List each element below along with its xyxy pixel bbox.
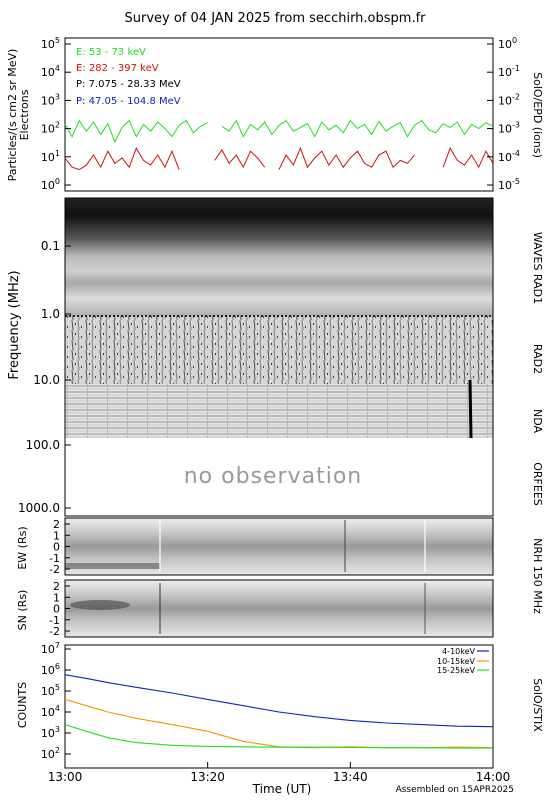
- legend-e-282: E: 282 - 397 keV: [76, 63, 159, 74]
- time-tick-label: 14:00: [476, 770, 511, 784]
- nda-spectrum: [65, 384, 493, 438]
- particles-series: [64, 119, 494, 171]
- time-axis-label: Time (UT): [252, 782, 312, 796]
- stix-legend-15-25: 15-25keV: [437, 666, 476, 675]
- radio-ytick-label: 10.0: [33, 373, 60, 387]
- nrh-ew-panel: 210-1-2 EW (Rs) NRH 150 MHz: [16, 517, 544, 614]
- nda-burst: [468, 379, 473, 439]
- nrh-sn-image: [65, 580, 493, 637]
- instrument-nda: NDA: [531, 409, 544, 434]
- stix-panel: 102 103 104 105 106 107 COUNTS SolO/STIX 4-10…: [16, 641, 544, 769]
- stix-legend-4-10: 4-10keV: [442, 647, 475, 656]
- figure-title: Survey of 04 JAN 2025 from secchirh.obsp…: [125, 11, 427, 26]
- legend-p-7: P: 7.075 - 28.33 MeV: [76, 79, 181, 90]
- particles-series-line-1: [64, 146, 494, 171]
- stix-ytick-label: 104: [41, 704, 60, 719]
- nrh-ytick-label: 0: [53, 603, 60, 616]
- radio-ytick-label: 1.0: [41, 307, 60, 321]
- time-tick-label: 13:00: [48, 770, 83, 784]
- particles-rtick-label: 10-2: [498, 92, 520, 107]
- instrument-rad2: RAD2: [531, 344, 544, 374]
- instrument-orfees: ORFEES: [531, 462, 544, 506]
- radio-y-label: Frequency (MHz): [7, 270, 22, 379]
- particles-rtick-label: 10-5: [498, 177, 520, 192]
- stix-series: [64, 674, 494, 749]
- nrh-ew-y-ticks: 210-1-2: [49, 518, 70, 576]
- nrh-ytick-label: 1: [53, 529, 60, 542]
- particles-rtick-label: 10-3: [498, 121, 520, 136]
- stix-ytick-label: 103: [41, 725, 60, 740]
- nrh-ytick-label: -1: [49, 552, 60, 565]
- nrh-ytick-label: 0: [53, 541, 60, 554]
- legend-e-53: E: 53 - 73 keV: [76, 47, 146, 58]
- stix-series-line-2: [64, 724, 493, 749]
- nrh-ew-dark-band: [65, 563, 160, 569]
- legend-p-47: P: 47.05 - 104.8 MeV: [76, 96, 181, 107]
- epd-label: SolO/EPD (ions): [531, 72, 544, 158]
- nrh-sn-y-label: SN (Rs): [16, 590, 29, 631]
- radio-ytick-label: 0.1: [41, 239, 60, 253]
- nrh-sn-y-ticks: 210-1-2: [49, 580, 70, 638]
- stix-ytick-label: 102: [41, 746, 60, 761]
- particles-y-ticks: 100 101 102 103 104 105: [41, 36, 71, 192]
- stix-y-ticks: 102 103 104 105 106 107: [41, 641, 71, 761]
- radio-ytick-label: 1000.0: [18, 501, 60, 515]
- time-tick-label: 13:20: [190, 770, 225, 784]
- particles-ytick-label: 102: [41, 121, 60, 136]
- instrument-waves-rad1: WAVES RAD1: [531, 232, 544, 304]
- assembled-note: Assembled on 15APR2025: [396, 785, 514, 795]
- nrh-ytick-label: -2: [49, 563, 60, 576]
- time-axis: 13:00 13:20 13:40 14:00: [48, 762, 511, 784]
- particles-rtick-label: 10-1: [498, 64, 520, 79]
- nrh-label: NRH 150 MHz: [531, 538, 544, 614]
- nrh-ew-y-label: EW (Rs): [16, 526, 29, 569]
- particles-y-label: Particles/(s cm2 sr MeV): [6, 49, 19, 182]
- radio-panel: 0.1 1.0 10.0 100.0 1000.0 Frequency (MHz) no…: [7, 197, 544, 517]
- particles-legend: E: 53 - 73 keV E: 282 - 397 keV P: 7.075…: [76, 47, 181, 107]
- particles-ytick-label: 104: [41, 64, 60, 79]
- nrh-ytick-label: -1: [49, 614, 60, 627]
- particles-ytick-label: 103: [41, 92, 60, 107]
- particles-y-label-electrons: Electrons: [18, 89, 31, 140]
- stix-ytick-label: 107: [41, 641, 60, 656]
- particles-series-line-0: [64, 119, 494, 144]
- particles-ytick-label: 100: [41, 177, 60, 192]
- nrh-ytick-label: 2: [53, 580, 60, 593]
- particles-rtick-label: 100: [498, 36, 517, 51]
- rad1-spectrum: [65, 198, 493, 316]
- nrh-ytick-label: 2: [53, 518, 60, 531]
- nrh-sn-panel: 210-1-2 SN (Rs): [16, 579, 494, 638]
- stix-ytick-label: 106: [41, 662, 60, 677]
- no-observation-label: no observation: [184, 464, 363, 489]
- particles-right-ticks: 10-5 10-4 10-3 10-2 10-1 100: [487, 36, 520, 192]
- nrh-ytick-label: 1: [53, 591, 60, 604]
- particles-ytick-label: 105: [41, 36, 60, 51]
- time-tick-label: 13:40: [333, 770, 368, 784]
- nrh-sn-source: [70, 600, 130, 610]
- stix-label: SolO/STIX: [531, 678, 544, 732]
- rad2-spectrum: [65, 316, 493, 384]
- stix-y-label: COUNTS: [16, 682, 29, 728]
- radio-ytick-label: 100.0: [26, 438, 60, 452]
- stix-ytick-label: 105: [41, 683, 60, 698]
- nrh-ytick-label: -2: [49, 625, 60, 638]
- particles-rtick-label: 10-4: [498, 149, 520, 164]
- radio-y-ticks: 0.1 1.0 10.0 100.0 1000.0: [18, 239, 71, 515]
- particles-ytick-label: 101: [41, 149, 60, 164]
- rad2-shade: [65, 316, 493, 384]
- stix-legend: 4-10keV 10-15keV 15-25keV: [437, 647, 489, 675]
- stix-legend-10-15: 10-15keV: [437, 657, 476, 666]
- stix-series-line-0: [64, 674, 494, 728]
